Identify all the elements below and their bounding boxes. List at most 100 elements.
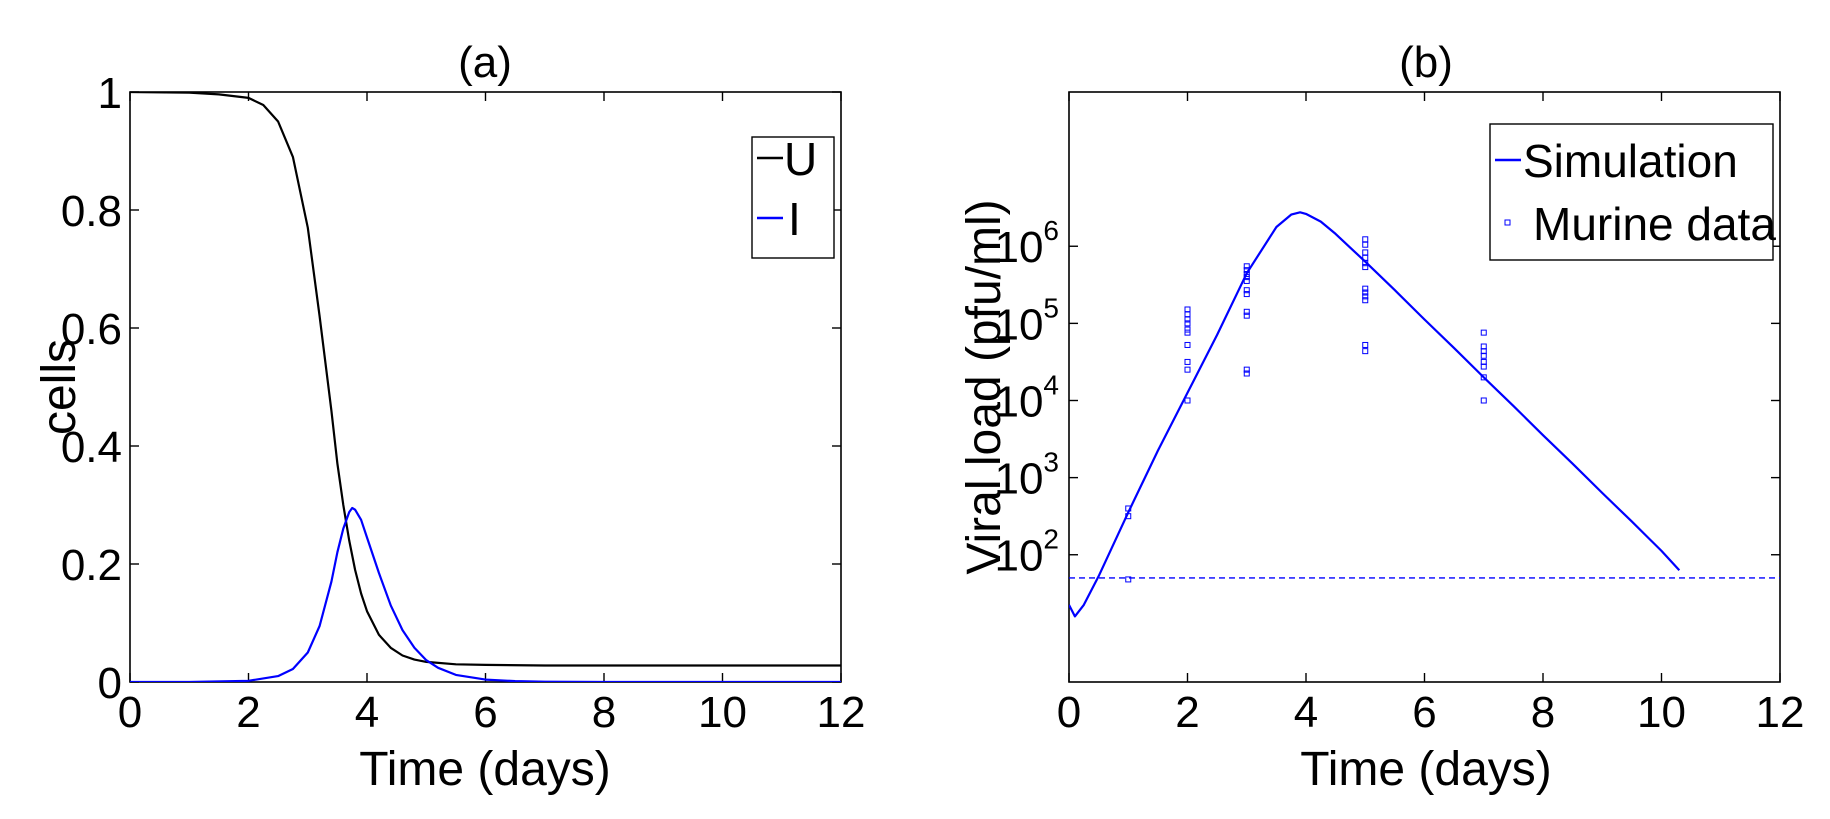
panel-a-axes-box <box>129 91 842 683</box>
b-point-murine-data <box>1243 366 1250 373</box>
b-point-murine-data <box>1243 267 1250 274</box>
b-y-tick-base: 10 <box>994 377 1043 426</box>
b-point-murine-data <box>1184 326 1191 333</box>
b-point-murine-data <box>1480 352 1487 359</box>
a-y-tick-label: 0.4 <box>61 423 122 472</box>
panel-a-x-ticks: 0 2 4 6 8 10 12 <box>118 92 866 737</box>
a-line-u <box>130 92 841 667</box>
b-point-murine-data <box>1480 329 1487 336</box>
b-point-murine-data <box>1243 291 1250 298</box>
b-point-murine-data <box>1184 397 1191 404</box>
b-y-tick-exponent: 2 <box>1043 524 1059 555</box>
panel-a-title: (a) <box>458 38 512 87</box>
b-y-tick-base: 10 <box>994 300 1043 349</box>
b-point-murine-data <box>1184 341 1191 348</box>
panel-a-y-axis-label: cells <box>33 339 86 435</box>
b-x-tick-label: 8 <box>1531 688 1555 737</box>
b-x-tick-label: 6 <box>1412 688 1436 737</box>
a-x-tick-label: 12 <box>817 688 866 737</box>
b-point-murine-data <box>1362 289 1369 296</box>
b-point-murine-data <box>1362 297 1369 304</box>
b-line-simulation <box>1069 211 1681 618</box>
a-y-tick-label: 1 <box>98 69 122 118</box>
b-x-tick-label: 2 <box>1175 688 1199 737</box>
panel-a-y-ticks: 0 0.2 0.4 0.6 0.8 1 <box>61 69 841 708</box>
b-point-murine-data <box>1184 329 1191 336</box>
b-y-tick-exponent: 3 <box>1043 447 1059 478</box>
panel-b-y-axis-label: Viral load (pfu/ml) <box>958 199 1011 574</box>
a-x-tick-label: 10 <box>698 688 747 737</box>
panel-b-legend-label-murine-data: Murine data <box>1533 198 1776 250</box>
b-point-murine-data <box>1243 274 1250 281</box>
a-plot-area <box>130 92 841 682</box>
panel-a-x-axis-label: Time (days) <box>359 743 611 796</box>
b-point-murine-data <box>1125 576 1132 583</box>
b-plot-area <box>1069 211 1780 618</box>
a-x-tick-label: 2 <box>236 688 260 737</box>
b-point-murine-data <box>1243 271 1250 278</box>
a-y-tick-label: 0 <box>98 659 122 708</box>
b-y-tick-exponent: 6 <box>1043 215 1059 246</box>
b-point-murine-data <box>1480 374 1487 381</box>
b-point-murine-data <box>1243 287 1250 294</box>
b-point-murine-data <box>1184 320 1191 327</box>
a-x-tick-label: 8 <box>592 688 616 737</box>
b-point-murine-data <box>1362 241 1369 248</box>
b-point-murine-data <box>1243 370 1250 377</box>
a-x-tick-label: 0 <box>118 688 142 737</box>
b-point-murine-data <box>1480 397 1487 404</box>
b-x-tick-label: 12 <box>1756 688 1805 737</box>
b-point-murine-data <box>1243 263 1250 270</box>
b-y-tick-label: 104 <box>994 369 1059 426</box>
b-point-murine-data <box>1184 366 1191 373</box>
b-x-tick-label: 0 <box>1057 688 1081 737</box>
b-point-murine-data <box>1362 236 1369 243</box>
b-y-tick-base: 10 <box>994 455 1043 504</box>
a-y-tick-label: 0.8 <box>61 187 122 236</box>
b-y-tick-label: 105 <box>994 292 1059 349</box>
panel-b-title: (b) <box>1399 38 1453 87</box>
b-point-murine-data <box>1125 513 1132 520</box>
b-point-murine-data <box>1362 260 1369 267</box>
panel-b-legend-label-simulation: Simulation <box>1523 135 1738 187</box>
panel-a-cells-chart: (a) 0 2 4 6 8 10 12 0 0.2 0.4 0.6 0.8 1 Time (days)… <box>33 38 865 796</box>
panel-b-x-ticks: 0 2 4 6 8 10 12 <box>1057 92 1805 737</box>
b-point-murine-data <box>1362 285 1369 292</box>
b-point-murine-data <box>1362 341 1369 348</box>
a-x-tick-label: 6 <box>473 688 497 737</box>
a-x-tick-label: 4 <box>355 688 379 737</box>
b-point-murine-data <box>1243 308 1250 315</box>
b-point-murine-data <box>1125 505 1132 512</box>
b-point-murine-data <box>1184 316 1191 323</box>
b-y-tick-exponent: 4 <box>1043 369 1059 400</box>
a-y-tick-label: 0.6 <box>61 305 122 354</box>
panel-b-legend: Simulation Murine data <box>1489 123 1776 261</box>
b-point-murine-data <box>1362 264 1369 271</box>
b-point-murine-data <box>1243 277 1250 284</box>
a-y-tick-label: 0.2 <box>61 541 122 590</box>
panel-b-legend-box <box>1489 123 1774 261</box>
panel-a-series-lines <box>130 92 841 682</box>
b-point-murine-data <box>1480 363 1487 370</box>
b-point-murine-data <box>1243 312 1250 319</box>
panel-b-series <box>1069 211 1780 618</box>
a-line-i <box>130 506 841 682</box>
b-y-tick-label: 102 <box>994 524 1059 581</box>
panel-a-legend: U I <box>751 133 835 259</box>
b-x-tick-label: 10 <box>1637 688 1686 737</box>
b-y-tick-label: 103 <box>994 447 1059 504</box>
b-y-tick-label: 106 <box>994 215 1059 272</box>
b-point-murine-data <box>1362 348 1369 355</box>
b-y-tick-base: 10 <box>994 532 1043 581</box>
panel-a-legend-label-u: U <box>784 133 817 185</box>
b-y-tick-base: 10 <box>994 223 1043 272</box>
panel-b-legend-marker-murine-data <box>1504 219 1511 226</box>
b-y-tick-exponent: 5 <box>1043 292 1059 323</box>
b-point-murine-data <box>1184 358 1191 365</box>
b-point-murine-data <box>1362 293 1369 300</box>
b-point-murine-data <box>1362 249 1369 256</box>
b-x-tick-label: 4 <box>1294 688 1318 737</box>
